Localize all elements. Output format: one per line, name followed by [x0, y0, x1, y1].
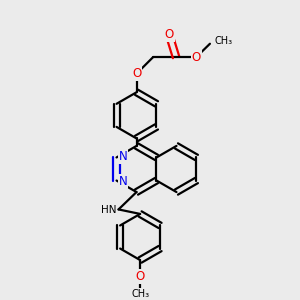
Text: CH₃: CH₃	[131, 289, 149, 298]
Text: O: O	[165, 28, 174, 41]
Text: HN: HN	[100, 205, 116, 215]
Text: N: N	[119, 150, 128, 163]
Text: N: N	[119, 175, 128, 188]
Text: O: O	[132, 67, 141, 80]
Text: O: O	[136, 270, 145, 283]
Text: CH₃: CH₃	[214, 36, 232, 46]
Text: O: O	[191, 51, 201, 64]
